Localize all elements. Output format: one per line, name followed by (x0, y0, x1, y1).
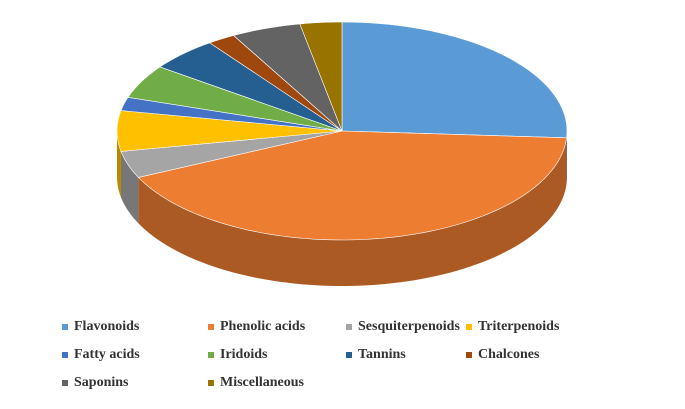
legend-marker (466, 352, 472, 358)
slice (232, 23, 343, 132)
legend-label: Chalcones (478, 347, 540, 362)
legend-marker (208, 324, 214, 330)
legend-label: Iridoids (220, 347, 268, 362)
slice (137, 130, 567, 241)
legend-marker (208, 352, 214, 358)
legend-marker (62, 324, 68, 330)
slice (120, 130, 343, 178)
legend-label: Sesquiterpenoids (358, 319, 460, 334)
legend-marker (466, 324, 472, 330)
legend-label: Saponins (74, 375, 129, 390)
slice-side (138, 137, 567, 286)
slice (299, 21, 343, 132)
legend-marker (346, 352, 352, 358)
legend-marker (62, 380, 68, 386)
legend-marker (62, 352, 68, 358)
slice-side (120, 151, 139, 224)
slice (341, 21, 568, 139)
legend-label: Miscellaneous (220, 375, 305, 390)
slice (159, 42, 343, 132)
slice (116, 110, 343, 152)
legend-label: Triterpenoids (478, 319, 560, 334)
legend-label: Flavonoids (74, 319, 140, 334)
legend-label: Fatty acids (74, 347, 140, 362)
slice-side (117, 131, 121, 198)
legend-label: Tannins (358, 347, 406, 362)
slice (127, 66, 343, 132)
legend-marker (346, 324, 352, 330)
legend-label: Phenolic acids (220, 319, 306, 334)
legend-marker (208, 380, 214, 386)
